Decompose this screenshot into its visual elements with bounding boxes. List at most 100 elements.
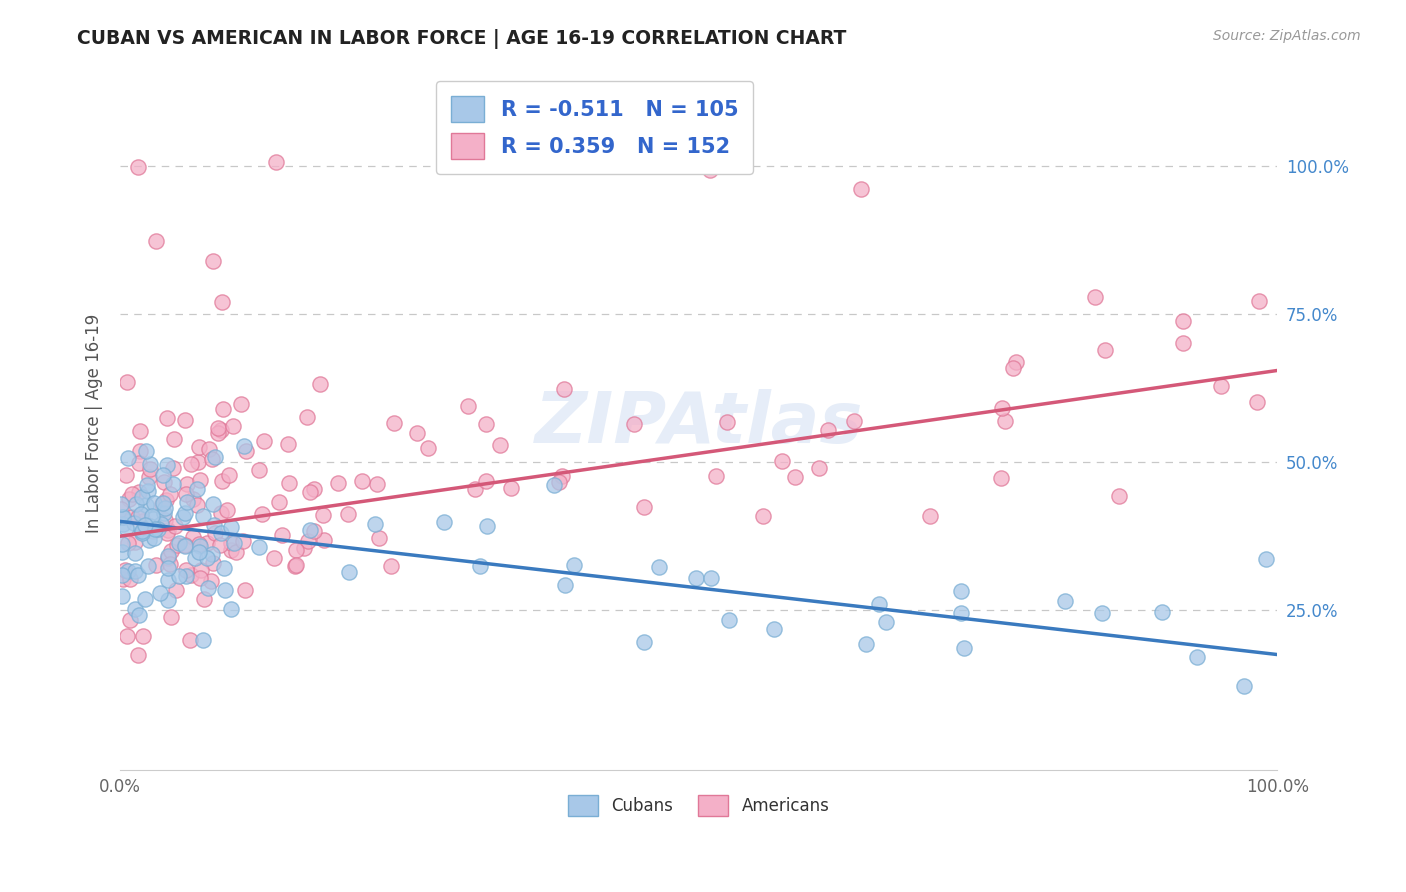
Point <box>195 551 218 566</box>
Point <box>475 417 498 431</box>
Point <box>328 475 350 490</box>
Point <box>112 510 135 524</box>
Point <box>699 571 721 585</box>
Point <box>138 533 160 547</box>
Point <box>219 542 242 557</box>
Point <box>271 527 294 541</box>
Point <box>174 413 197 427</box>
Point <box>1108 489 1130 503</box>
Point <box>174 539 197 553</box>
Point <box>162 476 184 491</box>
Point <box>1247 294 1270 309</box>
Point <box>122 516 145 530</box>
Point <box>633 500 655 514</box>
Point <box>157 524 180 538</box>
Point <box>366 477 388 491</box>
Point <box>124 565 146 579</box>
Point <box>127 568 149 582</box>
Point <box>115 467 138 482</box>
Point <box>299 523 322 537</box>
Point <box>201 253 224 268</box>
Point <box>551 469 574 483</box>
Point <box>153 475 176 490</box>
Point <box>432 516 454 530</box>
Point <box>141 508 163 523</box>
Point <box>135 444 157 458</box>
Point <box>114 521 136 535</box>
Point <box>118 613 141 627</box>
Point <box>156 525 179 540</box>
Point <box>166 538 188 552</box>
Point <box>1001 360 1024 375</box>
Point <box>222 419 245 434</box>
Point <box>180 567 202 582</box>
Point <box>127 509 149 524</box>
Point <box>187 455 209 469</box>
Point <box>380 559 402 574</box>
Point <box>785 469 807 483</box>
Point <box>298 484 321 499</box>
Point <box>174 569 197 583</box>
Point <box>418 442 440 456</box>
Point <box>176 477 198 491</box>
Point <box>207 425 229 440</box>
Point <box>211 294 233 309</box>
Point <box>685 571 707 585</box>
Point <box>367 532 389 546</box>
Point <box>868 597 890 611</box>
Point <box>1246 395 1268 409</box>
Point <box>114 563 136 577</box>
Point <box>135 477 157 491</box>
Point <box>132 629 155 643</box>
Point <box>717 613 740 627</box>
Point <box>1187 650 1209 665</box>
Point <box>157 561 180 575</box>
Point <box>181 530 204 544</box>
Point <box>1005 355 1028 369</box>
Point <box>457 400 479 414</box>
Point <box>250 507 273 521</box>
Point <box>1171 336 1194 351</box>
Point <box>124 497 146 511</box>
Point <box>950 607 973 621</box>
Point <box>817 423 839 437</box>
Point <box>201 556 224 570</box>
Point <box>1152 606 1174 620</box>
Point <box>145 234 167 248</box>
Point <box>128 444 150 458</box>
Point <box>150 516 173 531</box>
Point <box>134 518 156 533</box>
Point <box>218 468 240 483</box>
Point <box>173 538 195 552</box>
Legend: Cubans, Americans: Cubans, Americans <box>560 787 838 824</box>
Point <box>124 535 146 549</box>
Point <box>762 622 785 636</box>
Point <box>197 581 219 595</box>
Point <box>143 496 166 510</box>
Point <box>253 434 276 449</box>
Point <box>285 542 308 557</box>
Point <box>209 423 232 437</box>
Point <box>633 634 655 648</box>
Point <box>284 559 307 574</box>
Point <box>548 475 571 490</box>
Point <box>232 534 254 549</box>
Point <box>222 536 245 550</box>
Point <box>157 574 180 588</box>
Point <box>149 586 172 600</box>
Point <box>115 375 138 389</box>
Point <box>150 497 173 511</box>
Point <box>139 461 162 475</box>
Point <box>186 498 208 512</box>
Point <box>112 516 135 531</box>
Point <box>142 512 165 526</box>
Point <box>172 510 194 524</box>
Point <box>336 507 359 521</box>
Point <box>849 182 872 196</box>
Point <box>176 495 198 509</box>
Point <box>1091 607 1114 621</box>
Point <box>990 471 1012 485</box>
Point <box>167 536 190 550</box>
Point <box>193 591 215 606</box>
Point <box>146 522 169 536</box>
